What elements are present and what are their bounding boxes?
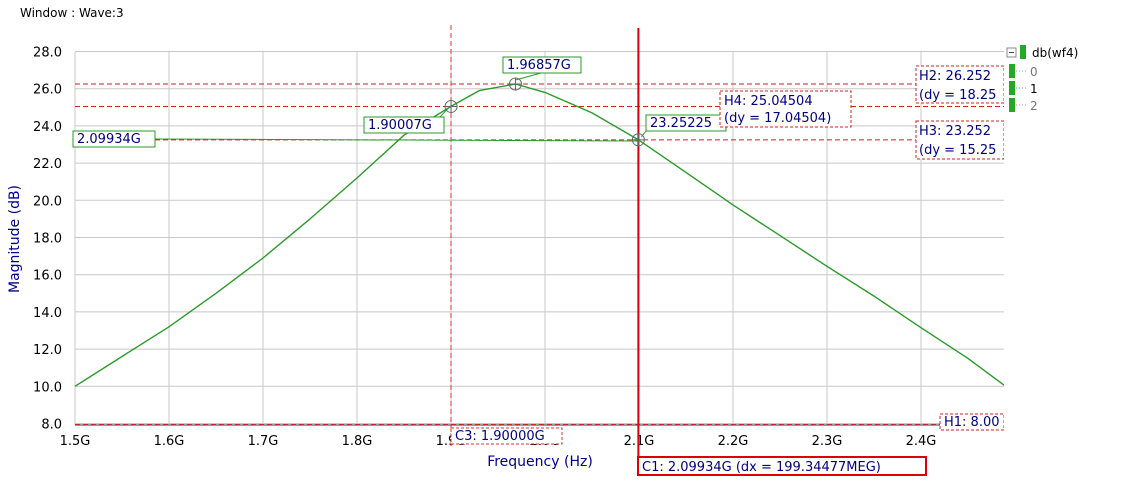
c1-label-text: C1: 2.09934G (dx = 199.34477MEG) xyxy=(642,460,881,475)
left-point xyxy=(444,99,458,113)
peak-label: 1.96857G xyxy=(502,56,582,74)
x-tick-label: 1.7G xyxy=(248,434,279,449)
legend-item-0: 0 xyxy=(1009,64,1038,79)
right-label-leader xyxy=(640,130,647,138)
right-point-label: 23.25225 xyxy=(645,114,727,132)
x-tick-label: 2.4G xyxy=(906,434,937,449)
left-point-label-box xyxy=(363,116,445,134)
h3-label-dy: (dy = 15.25 xyxy=(919,143,996,158)
peak-label-leader xyxy=(515,72,542,81)
series-line-db-wf4 xyxy=(74,83,1007,387)
h2-label: H2: 26.252 (dy = 18.25 xyxy=(915,65,1005,104)
legend-item-1: 1 xyxy=(1009,81,1038,96)
c3-label: C3: 1.90000G xyxy=(450,427,563,445)
c1-label: C1: 2.09934G (dx = 199.34477MEG) xyxy=(637,456,927,476)
legend-item-swatch xyxy=(1009,98,1015,112)
legend-item-label: 0 xyxy=(1030,65,1038,79)
y-tick-label: 22.0 xyxy=(33,157,62,172)
legend-item-label: 2 xyxy=(1030,99,1038,113)
h4-label-dy: (dy = 17.04504) xyxy=(724,111,831,126)
h2-label-value: H2: 26.252 xyxy=(919,69,991,84)
legend-item-label: 1 xyxy=(1030,82,1038,96)
readout-label: 2.09934G xyxy=(72,130,156,148)
y-tick-label: 16.0 xyxy=(33,269,62,284)
legend-item-swatch xyxy=(1009,81,1015,95)
c3-label-box xyxy=(450,427,563,445)
grid xyxy=(74,51,1004,426)
legend-item-2: 2 xyxy=(1009,98,1038,113)
readout-label-box xyxy=(72,130,156,148)
x-axis-label: Frequency (Hz) xyxy=(487,454,593,470)
h2-label-box xyxy=(915,65,1005,104)
h4-label: H4: 25.04504 (dy = 17.04504) xyxy=(719,90,852,128)
series xyxy=(74,77,1007,387)
markers xyxy=(75,25,1004,474)
y-tick-label: 26.0 xyxy=(33,83,62,98)
x-tick-label: 1.8G xyxy=(342,434,373,449)
h1-label-text: H1: 8.00 xyxy=(944,415,1000,430)
plot-right-clip xyxy=(1004,60,1010,435)
legend-swatch xyxy=(1020,45,1026,59)
peak-label-box xyxy=(502,56,582,74)
x-tick-label: 1.5G xyxy=(60,434,91,449)
y-tick-label: 24.0 xyxy=(33,120,62,135)
y-tick-label: 28.0 xyxy=(33,46,62,61)
legend-item-swatch xyxy=(1009,64,1015,78)
y-axis-label: Magnitude (dB) xyxy=(7,185,23,293)
x-tick-label: 1.6G xyxy=(154,434,185,449)
h3-label-value: H3: 23.252 xyxy=(919,124,991,139)
legend-title-row: db(wf4) xyxy=(1006,45,1078,60)
y-tick-label: 14.0 xyxy=(33,306,62,321)
left-label-leader xyxy=(439,108,449,118)
h3-label-box xyxy=(915,120,1005,160)
c1-label-box xyxy=(637,456,927,476)
window-title: Window : Wave:3 xyxy=(20,6,124,20)
legend-title: db(wf4) xyxy=(1032,46,1078,60)
y-tick-label: 8.0 xyxy=(41,418,62,433)
y-tick-label: 18.0 xyxy=(33,232,62,247)
readout-label-text: 2.09934G xyxy=(77,132,141,147)
left-point-label-text: 1.90007G xyxy=(368,118,432,133)
y-tick-label: 10.0 xyxy=(33,380,62,395)
x-tick-label: 2.3G xyxy=(812,434,843,449)
h1-label: H1: 8.00 xyxy=(939,413,1005,431)
h2-label-dy: (dy = 18.25 xyxy=(919,88,996,103)
h4-label-value: H4: 25.04504 xyxy=(724,94,813,109)
legend: db(wf4) 0 1 2 xyxy=(1006,45,1078,113)
h3-label: H3: 23.252 (dy = 15.25 xyxy=(915,120,1005,160)
left-point-label: 1.90007G xyxy=(363,116,445,134)
peak-label-text: 1.96857G xyxy=(507,58,571,73)
y-tick-label: 12.0 xyxy=(33,343,62,358)
y-tick-label: 20.0 xyxy=(33,194,62,209)
c3-label-text: C3: 1.90000G xyxy=(455,429,545,444)
right-point xyxy=(631,133,645,147)
marker-labels: 1.96857G 1.90007G 23.25225 2.09934G H4: 25.0… xyxy=(72,56,1010,476)
right-point-label-text: 23.25225 xyxy=(650,116,712,131)
h4-label-box xyxy=(719,90,852,128)
readout-line xyxy=(154,138,639,142)
x-tick-label: 2.2G xyxy=(718,434,749,449)
